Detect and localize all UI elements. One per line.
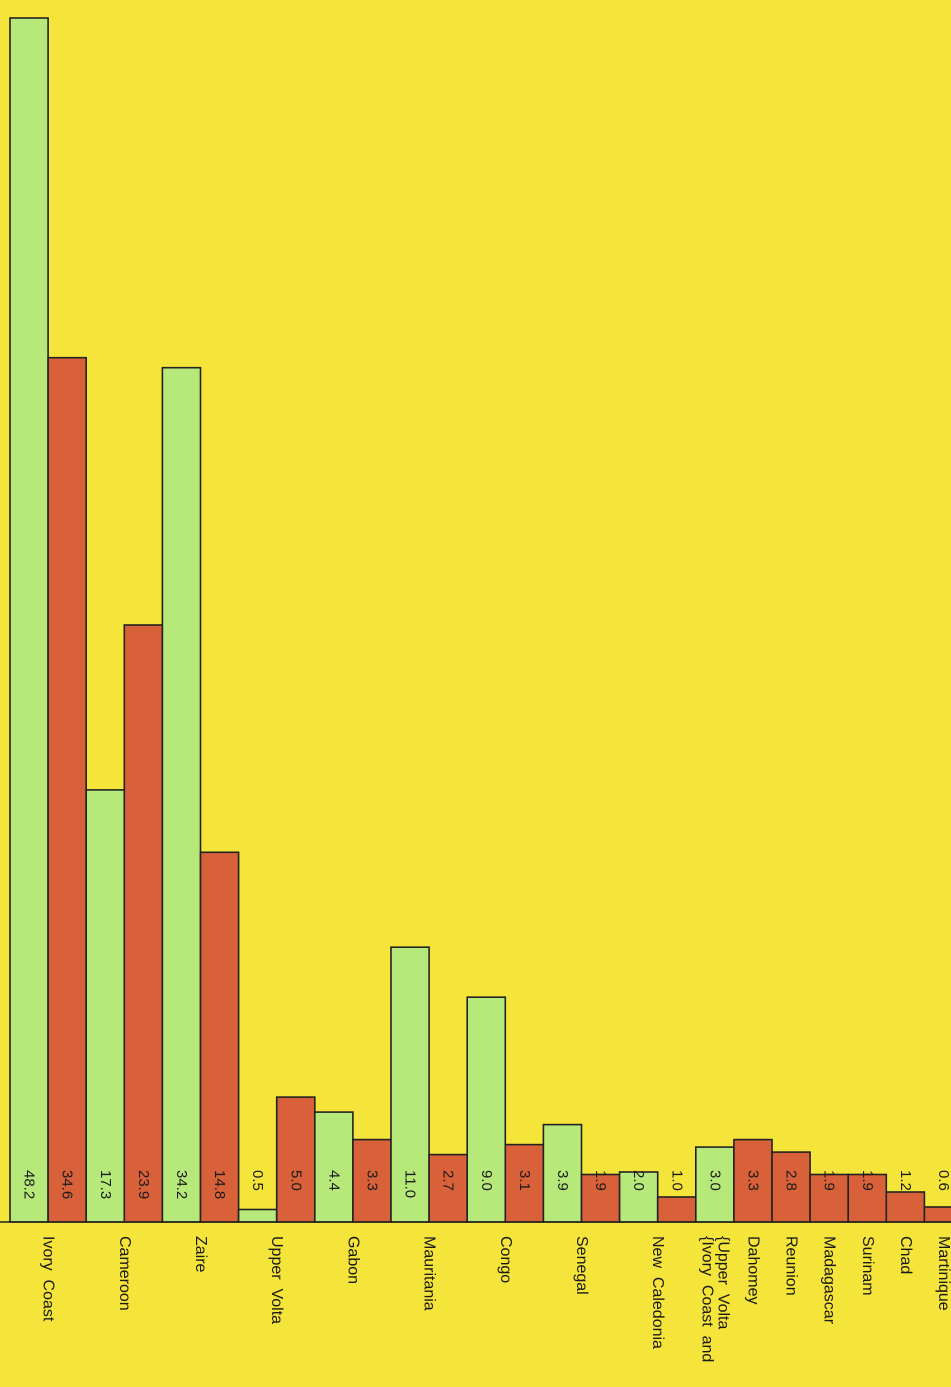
value-label-new-caledonia-green: 2.0: [630, 1170, 647, 1191]
label-congo: Congo: [497, 1236, 514, 1283]
value-label-ivory-coast-upper-volta-green: 3.0: [706, 1170, 723, 1191]
label-cameroon: Cameroon: [116, 1236, 133, 1311]
value-label-zaire-green: 34.2: [173, 1170, 190, 1199]
value-label-cameroon-red: 23.9: [135, 1170, 152, 1199]
value-label-senegal-green: 3.9: [554, 1170, 571, 1191]
bar-upper-volta-red: [275, 1096, 316, 1223]
value-label-mauritania-red: 2.7: [440, 1170, 457, 1191]
label-new-caledonia: New Caledonia: [649, 1236, 666, 1349]
value-label-martinique-red: 0.6: [935, 1170, 951, 1191]
label-zaire: Zaire: [192, 1236, 209, 1273]
bar-chad-red: [885, 1191, 926, 1223]
bar-ivory-coast-green: [9, 17, 49, 1223]
label-dahomey: Dahomey: [745, 1236, 762, 1304]
value-label-cameroon-green: 17.3: [97, 1170, 114, 1199]
bar-gabon-green: [313, 1111, 354, 1223]
value-label-reunion-red: 2.8: [783, 1170, 800, 1191]
value-label-ivory-coast-red: 34.6: [59, 1170, 76, 1199]
bar-martinique-red: [923, 1206, 951, 1223]
label-gabon: Gabon: [344, 1236, 361, 1284]
value-label-madagascar-red: 1.9: [821, 1170, 838, 1191]
label-chad: Chad: [897, 1236, 914, 1274]
value-label-congo-red: 3.1: [516, 1170, 533, 1191]
label-madagascar: Madagascar: [821, 1236, 838, 1325]
label-martinique: Martinique: [935, 1236, 951, 1311]
value-label-new-caledonia-red: 1.0: [668, 1170, 685, 1191]
bar-ivory-coast-red: [47, 356, 87, 1223]
label-ivory-coast-and: {Ivory Coast and: [698, 1236, 715, 1362]
value-label-senegal-red: 1.9: [592, 1170, 609, 1191]
bar-dahomey-red: [733, 1138, 773, 1223]
value-label-congo-green: 9.0: [478, 1170, 495, 1191]
bar-zaire-red: [199, 851, 240, 1223]
bar-cameroon-red: [123, 624, 164, 1223]
value-label-upper-volta-red: 5.0: [287, 1170, 304, 1191]
bars-layer: [0, 17, 951, 1223]
value-label-surinam-red: 1.9: [859, 1170, 876, 1191]
label-senegal: Senegal: [573, 1236, 590, 1295]
label-mauritania: Mauritania: [421, 1236, 438, 1311]
label-ivory-coast: Ivory Coast: [40, 1236, 57, 1322]
value-label-gabon-red: 3.3: [364, 1170, 381, 1191]
value-label-mauritania-green: 11.0: [402, 1170, 419, 1198]
bar-mauritania-green: [390, 946, 430, 1223]
bar-new-caledonia-red: [656, 1196, 697, 1223]
category-labels-layer: Ivory Coast Cameroon Zaire Upper Volta Gabon…: [40, 1236, 951, 1362]
bar-gabon-red: [352, 1138, 392, 1223]
label-upper-volta-2: {Upper Volta: [714, 1236, 731, 1330]
bar-new-caledonia-green: [618, 1171, 659, 1223]
bar-upper-volta-green: [237, 1208, 278, 1223]
value-label-gabon-green: 4.4: [325, 1170, 342, 1191]
value-labels-layer: 48.2 34.6 17.3 23.9 34.2 14.8 0.5 5.0 4.4 3.3 11.0…: [21, 1170, 951, 1199]
value-label-dahomey-red: 3.3: [744, 1170, 761, 1191]
value-label-chad-red: 1.2: [897, 1170, 914, 1191]
label-upper-volta: Upper Volta: [268, 1236, 285, 1324]
bar-cameroon-green: [85, 789, 126, 1223]
label-surinam: Surinam: [859, 1236, 876, 1296]
bar-zaire-green: [161, 366, 202, 1223]
label-reunion: Reunion: [783, 1236, 800, 1296]
bar-madagascar-red: [809, 1173, 849, 1223]
value-label-upper-volta-green: 0.5: [249, 1170, 266, 1191]
bar-congo-green: [466, 996, 507, 1223]
bar-senegal-green: [542, 1123, 583, 1223]
value-label-ivory-coast-green: 48.2: [21, 1170, 38, 1199]
value-label-zaire-red: 14.8: [211, 1170, 228, 1199]
